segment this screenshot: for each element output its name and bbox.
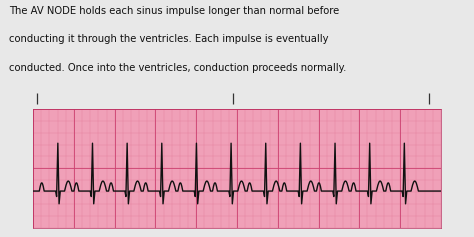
Text: conducted. Once into the ventricles, conduction proceeds normally.: conducted. Once into the ventricles, con…	[9, 63, 347, 73]
Text: conducting it through the ventricles. Each impulse is eventually: conducting it through the ventricles. Ea…	[9, 34, 329, 44]
Text: The AV NODE holds each sinus impulse longer than normal before: The AV NODE holds each sinus impulse lon…	[9, 6, 340, 16]
